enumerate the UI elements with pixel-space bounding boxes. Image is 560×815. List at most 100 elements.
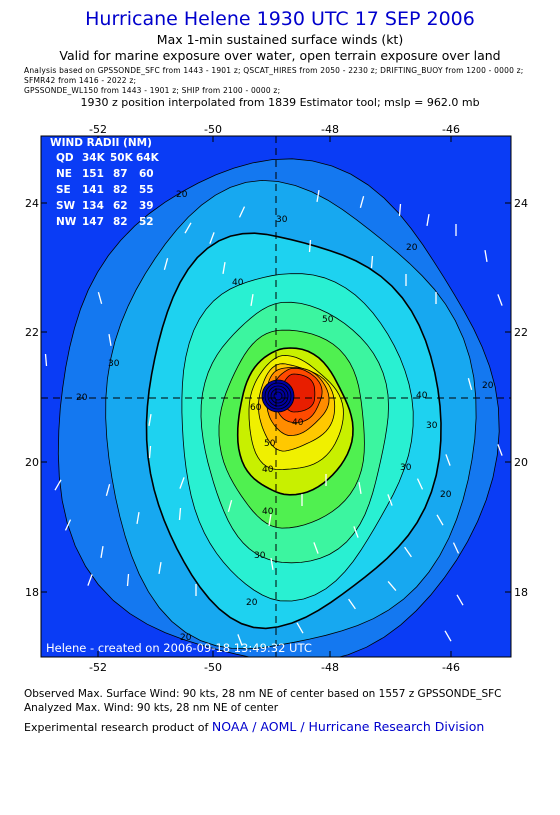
- wind-barb: [370, 255, 374, 269]
- axis-ticks: [41, 136, 511, 657]
- lon-tick-label-bottom: -52: [89, 661, 107, 674]
- wind-barb: [467, 378, 473, 390]
- contour-label: 40: [262, 507, 274, 517]
- wind-barb: [237, 634, 243, 646]
- wind-radii-cell: 87: [113, 168, 128, 180]
- wind-barb: [268, 513, 272, 527]
- wind-barb: [270, 557, 274, 571]
- wind-barb: [452, 542, 460, 554]
- wind-barb: [87, 574, 93, 586]
- wind-barb: [387, 494, 393, 506]
- lon-tick-label-top: -46: [442, 123, 460, 136]
- wind-barb: [484, 249, 488, 263]
- validity-note: Valid for marine exposure over water, op…: [59, 48, 501, 63]
- wind-barb: [296, 622, 304, 634]
- chart-title: Hurricane Helene 1930 UTC 17 SEP 2006: [85, 8, 475, 30]
- wind-radii-header: 64K: [136, 152, 160, 164]
- wind-barb: [64, 519, 72, 531]
- wind-radii-cell: 60: [139, 168, 154, 180]
- contour-label: 30: [276, 215, 288, 225]
- contour-label: 20: [482, 381, 494, 391]
- wind-radii-cell: 55: [139, 184, 154, 196]
- plot-frame: [40, 135, 512, 658]
- wind-barb: [398, 203, 402, 217]
- contour-label: 30: [400, 463, 412, 473]
- source-line: SFMR42 from 1416 - 2022 z;: [24, 76, 137, 85]
- lon-tick-label-bottom: -48: [321, 661, 339, 674]
- wind-barb: [238, 206, 246, 218]
- wind-radii-header: 50K: [110, 152, 134, 164]
- map-credit: Helene - created on 2006-09-18 13:49:32 …: [46, 641, 312, 655]
- wind-barb: [209, 232, 215, 244]
- wind-barb: [456, 594, 464, 606]
- wind-barb: [353, 526, 359, 538]
- source-line: GPSSONDE_WL150 from 1443 - 1901 z; SHIP …: [24, 86, 281, 95]
- contour-label: 60: [250, 403, 262, 413]
- wind-radii-title: WIND RADII (NM): [50, 137, 152, 149]
- wind-radii-header: QD: [56, 152, 74, 164]
- lat-tick-label-left: 24: [25, 197, 39, 210]
- contour-fills: [41, 136, 511, 657]
- contour-label: 20: [406, 243, 418, 253]
- wind-radii-cell: 134: [82, 200, 104, 212]
- eyewall-ring: [264, 382, 292, 410]
- contour-labels: 20 20 20 30 30 30 30 40 40 40 50 50 60 20 20 20 20 30 40 40: [76, 190, 494, 643]
- product-credit-prefix: Experimental research product of: [24, 721, 209, 734]
- contour-label: 50: [322, 315, 334, 325]
- contour-label: 40: [232, 278, 244, 288]
- wind-radii-cell: NW: [56, 216, 77, 228]
- eyewall-ring: [273, 391, 283, 401]
- wind-barb: [126, 573, 130, 587]
- wind-barb: [54, 479, 62, 491]
- wind-barb: [358, 481, 362, 495]
- wind-barb: [108, 333, 112, 347]
- wind-barb: [436, 514, 444, 526]
- wind-barb: [497, 444, 503, 456]
- wind-barb: [497, 294, 503, 306]
- wind-barb: [178, 507, 182, 521]
- wind-barb: [179, 477, 185, 489]
- wind-radii-cell: SE: [56, 184, 71, 196]
- wind-barb: [163, 258, 169, 270]
- eyewall-ring: [267, 385, 289, 407]
- lat-tick-label-right: 22: [514, 326, 528, 339]
- org-link[interactable]: NOAA / AOML / Hurricane Research Divisio…: [211, 719, 485, 734]
- wind-radii-cell: 39: [139, 200, 154, 212]
- wind-barb: [148, 445, 152, 459]
- contour-label: 40: [292, 418, 304, 428]
- contour-label: 20: [246, 598, 258, 608]
- wind-barb: [387, 580, 397, 592]
- wind-barb: [250, 293, 254, 307]
- wind-barb: [148, 413, 152, 427]
- wind-barb: [222, 261, 226, 275]
- wind-radii-cell: 62: [113, 200, 128, 212]
- contour-label: 40: [416, 391, 428, 401]
- wind-radii-cell: 82: [113, 184, 128, 196]
- lat-tick-label-right: 20: [514, 456, 528, 469]
- wind-barb: [348, 598, 356, 610]
- lon-tick-label-bottom: -50: [204, 661, 222, 674]
- lat-tick-label-right: 24: [514, 197, 528, 210]
- wind-barbs: [44, 189, 503, 646]
- wind-barb: [158, 561, 162, 575]
- wind-barb: [426, 213, 430, 227]
- wind-barb: [136, 511, 140, 525]
- wind-barb: [308, 239, 312, 253]
- contour-label: 30: [254, 551, 266, 561]
- wind-barb: [444, 630, 452, 642]
- wind-barb: [316, 189, 320, 203]
- wind-barb: [359, 196, 365, 208]
- source-line: Analysis based on GPSSONDE_SFC from 1443…: [24, 66, 524, 75]
- wind-radii-cell: 151: [82, 168, 104, 180]
- wind-barb: [100, 545, 104, 559]
- wind-barb: [445, 454, 451, 466]
- wind-barb: [184, 222, 192, 234]
- contour-label: 30: [108, 359, 120, 369]
- wind-barb: [227, 500, 233, 512]
- wind-barb: [416, 478, 424, 490]
- wind-radii-cell: 147: [82, 216, 104, 228]
- wind-radii-cell: 141: [82, 184, 104, 196]
- contour-label: 20: [440, 490, 452, 500]
- contour-label: 50: [264, 439, 276, 449]
- contour-label: 40: [262, 465, 274, 475]
